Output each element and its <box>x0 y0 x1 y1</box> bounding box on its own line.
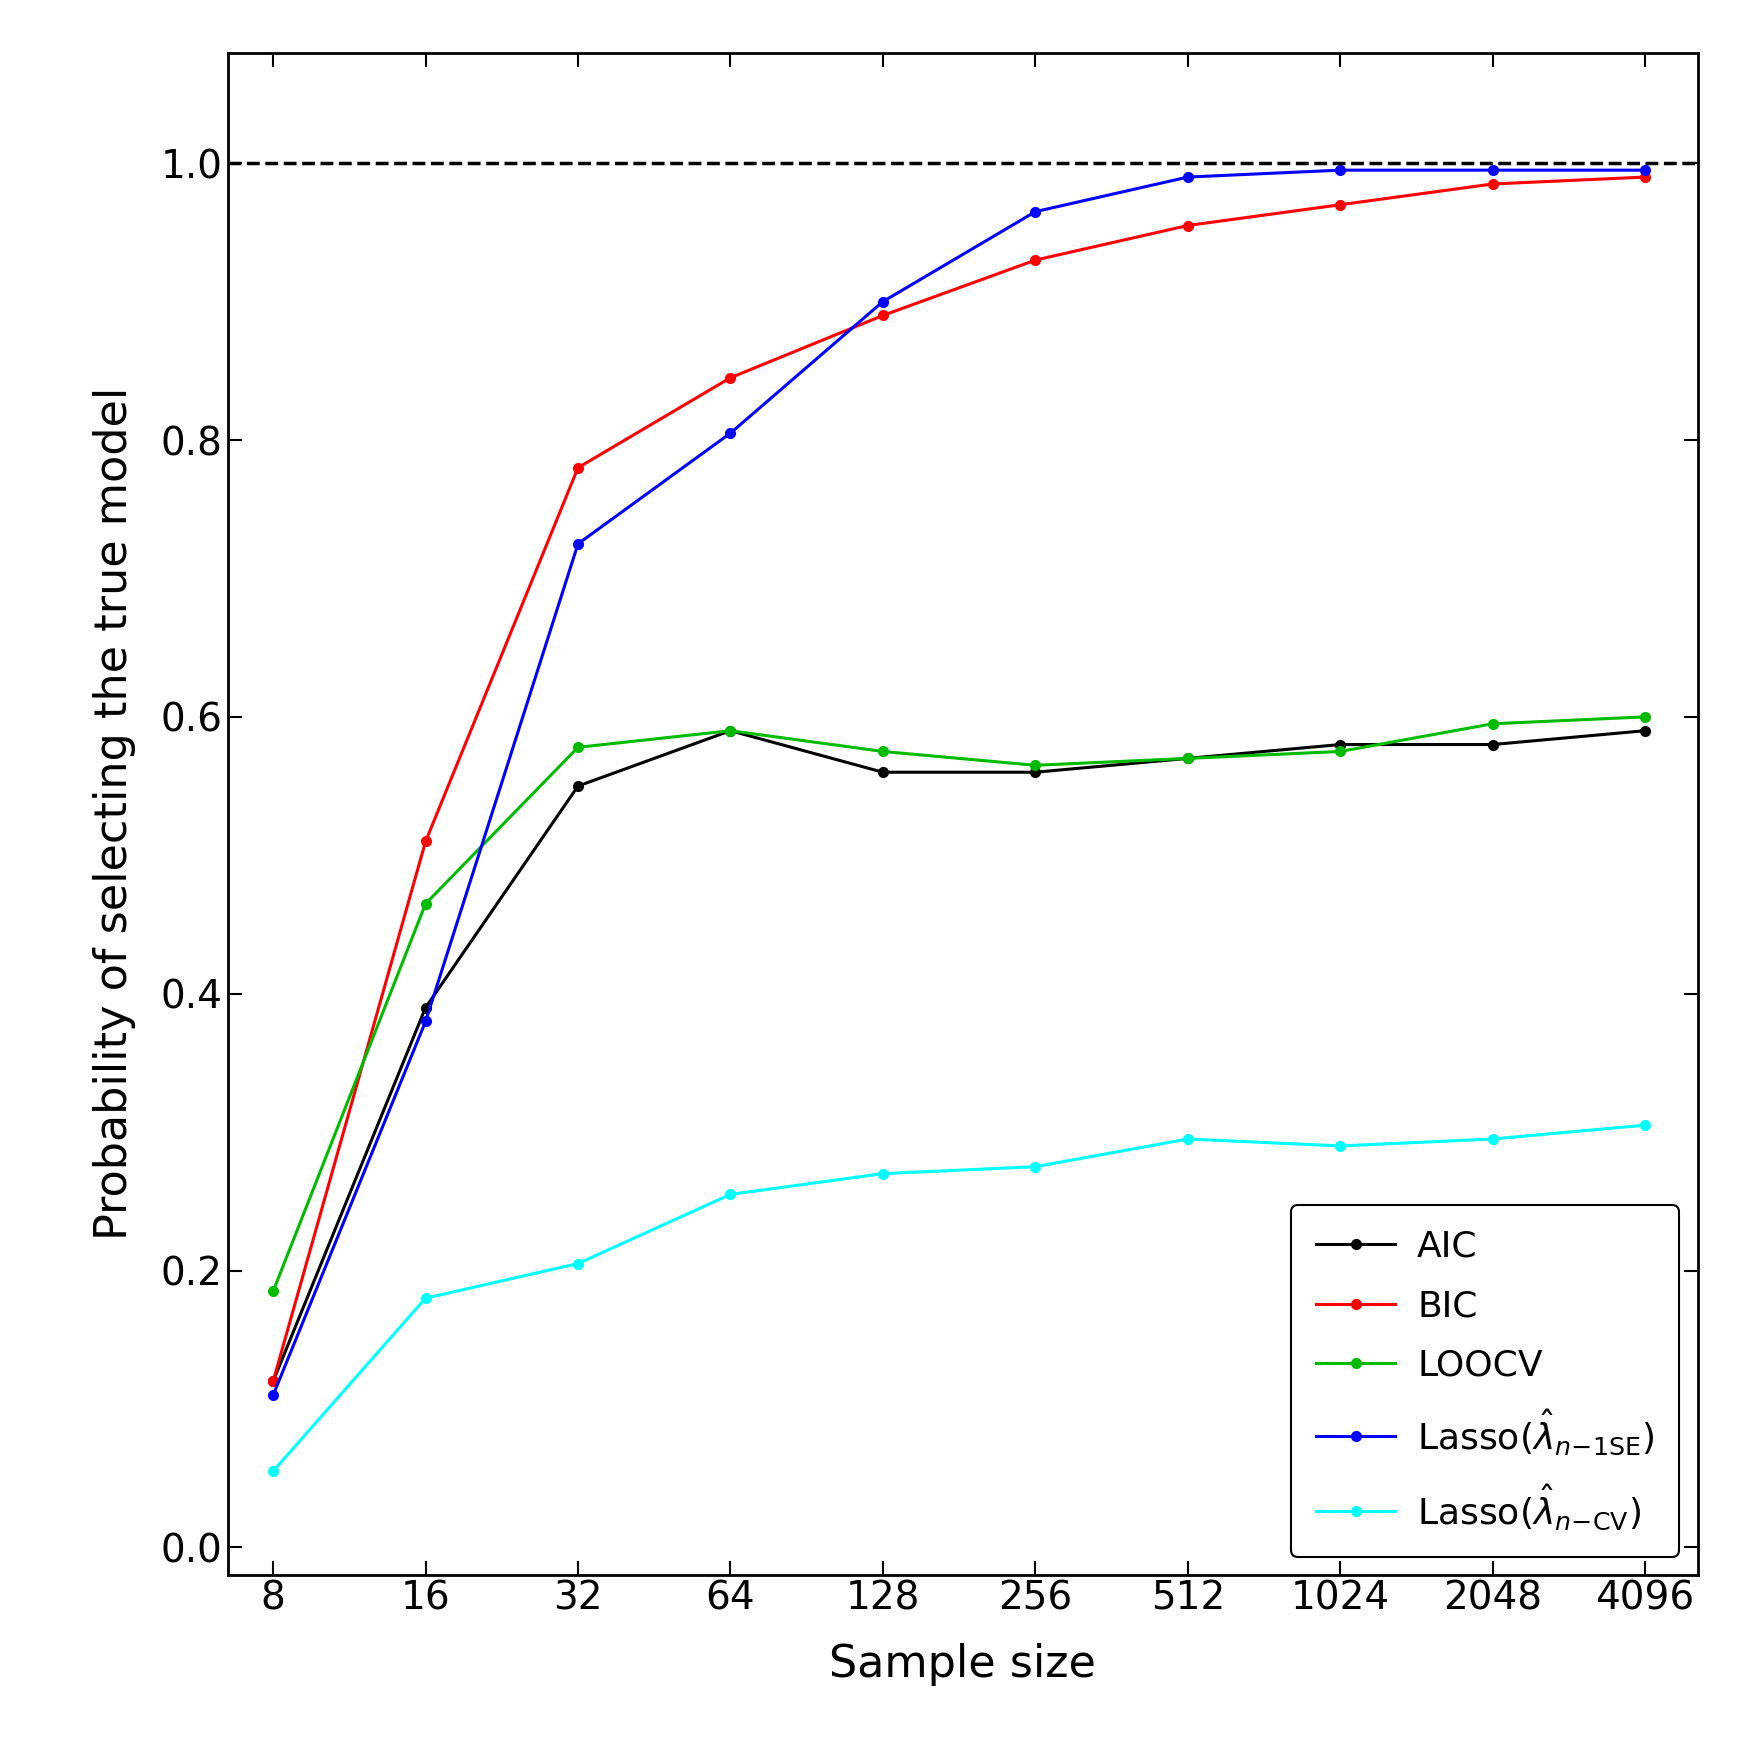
BIC <box>719 368 740 388</box>
Y-axis label: Probability of selecting the true model: Probability of selecting the true model <box>93 387 136 1241</box>
Line: Lasso($\hat{\lambda}_{n\mathsf{-CV}}$): Lasso($\hat{\lambda}_{n\mathsf{-CV}}$) <box>268 1120 1650 1475</box>
Lasso($\hat{\lambda}_{n\mathsf{-1SE}}$) <box>1026 201 1046 222</box>
AIC <box>1026 761 1046 782</box>
BIC <box>1026 250 1046 271</box>
BIC <box>262 1370 284 1391</box>
Lasso($\hat{\lambda}_{n\mathsf{-CV}}$) <box>719 1183 740 1204</box>
LOOCV <box>262 1281 284 1302</box>
AIC <box>262 1370 284 1391</box>
X-axis label: Sample size: Sample size <box>830 1643 1096 1685</box>
BIC <box>1482 173 1503 194</box>
LOOCV <box>1330 740 1351 761</box>
Lasso($\hat{\lambda}_{n\mathsf{-1SE}}$) <box>873 290 894 312</box>
LOOCV <box>1634 707 1655 728</box>
Line: AIC: AIC <box>268 726 1650 1386</box>
Lasso($\hat{\lambda}_{n\mathsf{-1SE}}$) <box>1330 159 1351 180</box>
Lasso($\hat{\lambda}_{n\mathsf{-1SE}}$) <box>1482 159 1503 180</box>
Lasso($\hat{\lambda}_{n\mathsf{-CV}}$) <box>1178 1129 1199 1150</box>
Lasso($\hat{\lambda}_{n\mathsf{-CV}}$) <box>567 1253 588 1274</box>
LOOCV <box>719 721 740 742</box>
BIC <box>1330 194 1351 215</box>
Lasso($\hat{\lambda}_{n\mathsf{-CV}}$) <box>1482 1129 1503 1150</box>
Lasso($\hat{\lambda}_{n\mathsf{-CV}}$) <box>873 1164 894 1185</box>
AIC <box>1178 747 1199 768</box>
Line: Lasso($\hat{\lambda}_{n\mathsf{-1SE}}$): Lasso($\hat{\lambda}_{n\mathsf{-1SE}}$) <box>268 164 1650 1400</box>
Line: LOOCV: LOOCV <box>268 712 1650 1297</box>
Legend: AIC, BIC, LOOCV, Lasso($\hat{\lambda}_{n\mathsf{-1SE}}$), Lasso($\hat{\lambda}_{: AIC, BIC, LOOCV, Lasso($\hat{\lambda}_{n… <box>1292 1204 1680 1558</box>
LOOCV <box>1482 714 1503 735</box>
Lasso($\hat{\lambda}_{n\mathsf{-1SE}}$) <box>415 1011 436 1032</box>
BIC <box>1178 215 1199 236</box>
Lasso($\hat{\lambda}_{n\mathsf{-CV}}$) <box>415 1288 436 1309</box>
Lasso($\hat{\lambda}_{n\mathsf{-1SE}}$) <box>1178 166 1199 187</box>
Lasso($\hat{\lambda}_{n\mathsf{-1SE}}$) <box>567 534 588 555</box>
LOOCV <box>415 892 436 914</box>
AIC <box>415 997 436 1018</box>
LOOCV <box>873 740 894 761</box>
AIC <box>1330 733 1351 754</box>
LOOCV <box>567 737 588 758</box>
Lasso($\hat{\lambda}_{n\mathsf{-CV}}$) <box>1634 1115 1655 1136</box>
BIC <box>873 304 894 326</box>
BIC <box>1634 166 1655 187</box>
Line: BIC: BIC <box>268 172 1650 1386</box>
AIC <box>719 721 740 742</box>
Lasso($\hat{\lambda}_{n\mathsf{-1SE}}$) <box>719 422 740 443</box>
AIC <box>1482 733 1503 754</box>
Lasso($\hat{\lambda}_{n\mathsf{-CV}}$) <box>262 1461 284 1482</box>
BIC <box>567 457 588 478</box>
Lasso($\hat{\lambda}_{n\mathsf{-1SE}}$) <box>1634 159 1655 180</box>
LOOCV <box>1026 754 1046 775</box>
Lasso($\hat{\lambda}_{n\mathsf{-1SE}}$) <box>262 1384 284 1405</box>
BIC <box>415 831 436 852</box>
Lasso($\hat{\lambda}_{n\mathsf{-CV}}$) <box>1330 1136 1351 1157</box>
AIC <box>1634 721 1655 742</box>
LOOCV <box>1178 747 1199 768</box>
Lasso($\hat{\lambda}_{n\mathsf{-CV}}$) <box>1026 1157 1046 1178</box>
AIC <box>873 761 894 782</box>
AIC <box>567 775 588 796</box>
